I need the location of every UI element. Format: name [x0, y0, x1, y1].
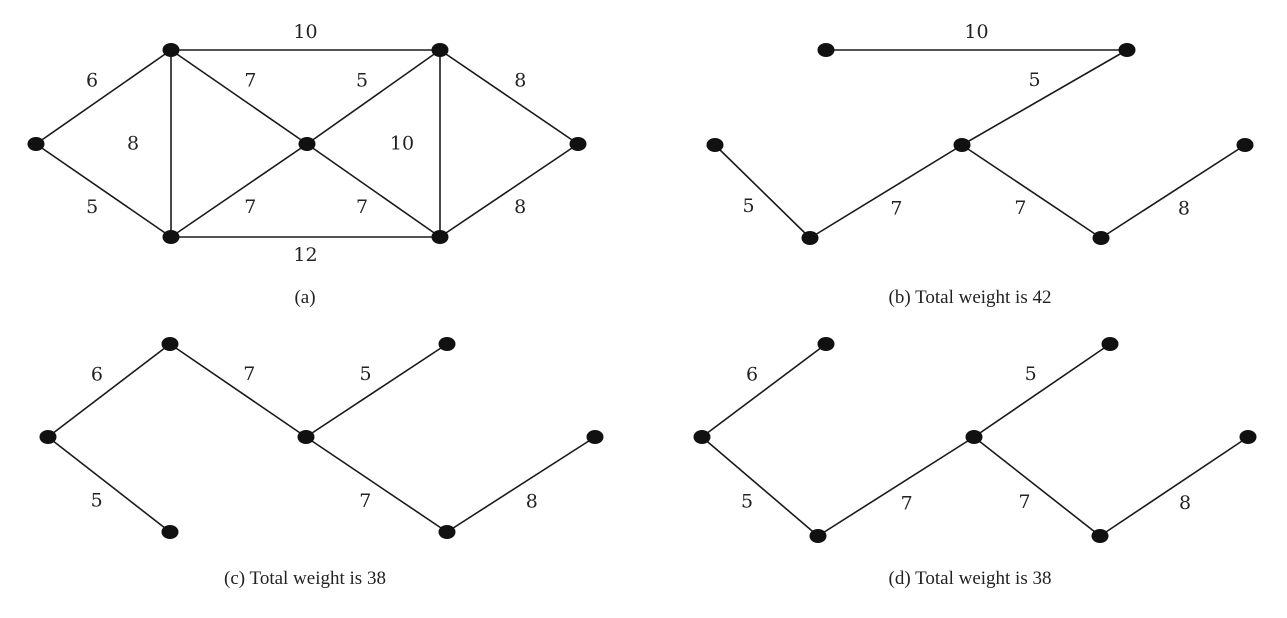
edge-tl-c — [169, 343, 307, 438]
edge-br-r — [1100, 144, 1246, 239]
edge-tr-c — [961, 49, 1128, 146]
vertex-br — [431, 230, 449, 244]
caption-b: (b) Total weight is 42 — [889, 287, 1052, 308]
vertex-tr — [431, 43, 449, 57]
vertex-tr — [438, 337, 456, 351]
edge-weight-label: 5 — [359, 363, 371, 385]
edge-weight-label: 8 — [127, 133, 139, 155]
edge-weight-label: 7 — [243, 363, 255, 385]
edge-weight-label: 8 — [1178, 197, 1190, 219]
vertex-r — [1236, 138, 1254, 152]
edge-weight-label: 5 — [742, 195, 754, 217]
edge-l-bl — [714, 144, 811, 239]
edge-weight-label: 5 — [86, 196, 98, 218]
edge-l-bl — [35, 143, 172, 238]
vertex-l — [693, 430, 711, 444]
edge-c-br — [306, 143, 441, 238]
edge-c-bl — [170, 143, 308, 238]
edge-tl-l — [35, 49, 172, 145]
edge-weight-label: 5 — [91, 489, 103, 511]
edge-weight-label: 8 — [514, 196, 526, 218]
edge-weight-label: 7 — [901, 492, 913, 514]
vertex-br — [438, 525, 456, 539]
vertex-tl — [817, 43, 835, 57]
vertex-r — [586, 430, 604, 444]
edge-br-r — [439, 143, 579, 238]
edge-weight-label: 7 — [244, 196, 256, 218]
edge-weight-label: 5 — [1025, 363, 1037, 385]
edge-weight-label: 7 — [1014, 197, 1026, 219]
edge-weight-label: 7 — [356, 196, 368, 218]
edge-weight-label: 6 — [91, 364, 103, 386]
edge-c-br — [305, 436, 448, 533]
panel-b: 10 5 5 7 7 8 — [706, 21, 1254, 245]
edge-weight-label: 10 — [390, 133, 414, 155]
edge-tr-r — [439, 49, 579, 145]
caption-a: (a) — [294, 287, 315, 308]
edge-br-r — [446, 436, 596, 533]
edge-weight-label: 5 — [741, 491, 753, 513]
edge-weight-label: 10 — [964, 21, 988, 43]
edge-weight-label: 5 — [356, 70, 368, 92]
edge-bl-c — [809, 144, 963, 239]
edge-weight-label: 7 — [359, 490, 371, 512]
edge-weight-label: 8 — [1179, 492, 1191, 514]
vertex-c — [965, 430, 983, 444]
vertex-tl — [162, 43, 180, 57]
vertex-tl — [161, 337, 179, 351]
panel-d: 6 5 7 5 7 8 — [693, 337, 1257, 543]
edge-bl-c — [817, 436, 975, 537]
edge-c-tr — [973, 343, 1111, 438]
vertex-c — [953, 138, 971, 152]
edge-weight-label: 6 — [746, 364, 758, 386]
vertex-r — [1239, 430, 1257, 444]
vertex-c — [297, 430, 315, 444]
edge-weight-label: 10 — [293, 21, 317, 43]
panel-a: 10 6 5 8 7 5 8 10 7 7 8 12 — [27, 21, 587, 266]
edge-weight-label: 6 — [86, 70, 98, 92]
edge-weight-label: 5 — [1028, 69, 1040, 91]
edge-br-r — [1099, 436, 1249, 537]
edge-l-tl — [47, 343, 171, 438]
vertex-c — [298, 137, 316, 151]
vertex-bl — [809, 529, 827, 543]
vertex-bl — [161, 525, 179, 539]
edge-weight-label: 7 — [890, 198, 902, 220]
edge-weight-label: 12 — [293, 244, 317, 266]
edge-l-tl — [701, 343, 827, 438]
caption-d: (d) Total weight is 38 — [889, 568, 1052, 589]
edge-c-br — [961, 144, 1102, 239]
edge-weight-label: 8 — [514, 70, 526, 92]
edge-c-br — [973, 436, 1101, 537]
vertex-bl — [801, 231, 819, 245]
caption-c: (c) Total weight is 38 — [224, 568, 386, 589]
edge-weight-label: 8 — [526, 490, 538, 512]
vertex-tl — [817, 337, 835, 351]
vertex-tr — [1118, 43, 1136, 57]
vertex-l — [27, 137, 45, 151]
vertex-br — [1091, 529, 1109, 543]
panel-c: 6 5 7 5 7 8 — [39, 337, 604, 539]
vertex-l — [706, 138, 724, 152]
vertex-tr — [1101, 337, 1119, 351]
edge-l-bl — [701, 436, 819, 537]
edge-l-bl — [47, 436, 171, 533]
vertex-bl — [162, 230, 180, 244]
vertex-r — [569, 137, 587, 151]
edge-tl-c — [170, 49, 308, 145]
edge-weight-label: 7 — [244, 70, 256, 92]
edge-c-tr — [306, 49, 441, 145]
edge-c-tr — [305, 343, 448, 438]
vertex-l — [39, 430, 57, 444]
edge-weight-label: 7 — [1019, 491, 1031, 513]
vertex-br — [1092, 231, 1110, 245]
